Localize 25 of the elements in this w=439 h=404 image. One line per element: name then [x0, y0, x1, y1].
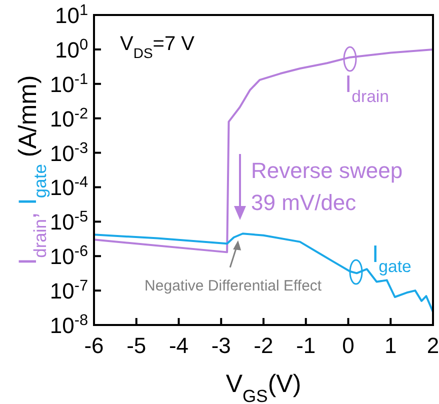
- x-tick-label: -1: [296, 333, 316, 358]
- y-tick-label: 10$^{-3}$: [50, 139, 88, 166]
- x-tick-label: 1: [384, 333, 397, 358]
- x-tick-label: -4: [168, 333, 189, 358]
- y-tick-label: 10$^{-6}$: [50, 242, 88, 270]
- y-tick-label: 10$^{1}$: [54, 2, 88, 28]
- annotation: 39 mV/dec: [251, 190, 356, 215]
- y-tick-label: 10$^{-4}$: [50, 174, 88, 200]
- x-tick-label: -3: [211, 333, 231, 358]
- legend-label: I$_{drain}$: [345, 71, 389, 106]
- y-tick-label: 10$^{-2}$: [50, 104, 88, 132]
- y-tick-label: 10$^{-1}$: [50, 70, 88, 97]
- annotation: Negative Differential Effect: [144, 277, 322, 294]
- x-tick-label: 0: [342, 333, 354, 358]
- series-label: I$_{gate}$: [372, 241, 412, 276]
- x-tick-label: 2: [426, 333, 439, 358]
- annotation: Reverse sweep: [251, 158, 403, 183]
- x-axis-title: V$_{GS}$(V): [226, 370, 302, 404]
- line-series: [93, 232, 434, 313]
- annotation: V$_{DS}$=7 V: [120, 33, 196, 61]
- x-tick-label: -5: [126, 333, 146, 358]
- x-tick-label: -2: [254, 333, 274, 358]
- y-tick-label: 10$^{-7}$: [50, 277, 88, 304]
- y-tick-label: 10$^{0}$: [54, 36, 88, 62]
- y-tick-label: 10$^{-5}$: [50, 208, 88, 235]
